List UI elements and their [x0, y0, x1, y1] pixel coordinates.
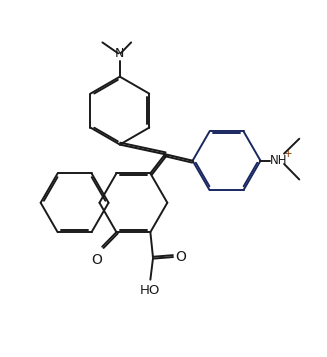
Text: O: O	[176, 250, 186, 264]
Text: N: N	[115, 47, 125, 60]
Text: +: +	[284, 149, 292, 159]
Text: HO: HO	[140, 284, 161, 297]
Text: NH: NH	[269, 154, 287, 167]
Text: O: O	[92, 252, 102, 267]
